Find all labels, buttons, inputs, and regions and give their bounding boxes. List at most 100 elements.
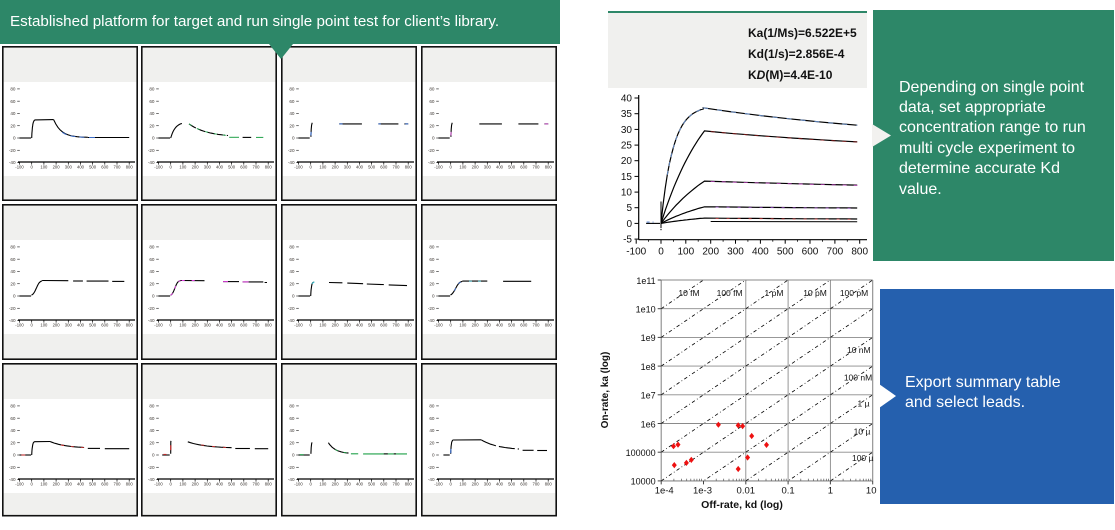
svg-text:-40: -40 [427,160,434,165]
svg-text:80: 80 [289,245,295,250]
svg-text:600: 600 [520,165,528,170]
svg-text:100: 100 [677,247,694,258]
svg-text:0: 0 [152,294,155,299]
svg-text:100: 100 [319,482,327,487]
svg-text:-100: -100 [434,323,443,328]
svg-text:80: 80 [429,404,435,409]
svg-text:300: 300 [483,165,491,170]
svg-text:0: 0 [431,294,434,299]
svg-text:-100: -100 [294,165,303,170]
svg-text:-20: -20 [8,148,15,153]
svg-text:10: 10 [866,485,877,496]
svg-text:-20: -20 [288,306,295,311]
svg-text:600: 600 [101,482,109,487]
svg-text:80: 80 [149,404,155,409]
svg-text:60: 60 [149,257,155,262]
svg-text:40: 40 [149,428,155,433]
svg-text:0: 0 [449,323,452,328]
svg-text:80: 80 [429,87,435,92]
svg-text:0: 0 [449,165,452,170]
svg-text:100: 100 [40,165,48,170]
svg-text:700: 700 [393,165,401,170]
svg-text:100: 100 [40,482,48,487]
svg-text:300: 300 [483,482,491,487]
svg-text:60: 60 [429,257,435,262]
svg-text:-20: -20 [148,465,155,470]
svg-text:20: 20 [10,440,16,445]
svg-text:40: 40 [289,111,295,116]
svg-text:500: 500 [89,482,97,487]
svg-text:600: 600 [240,482,248,487]
svg-text:10 pM: 10 pM [803,288,827,298]
svg-text:0: 0 [292,136,295,141]
svg-text:-20: -20 [288,148,295,153]
svg-text:60: 60 [10,416,16,421]
svg-text:1e11: 1e11 [636,276,655,286]
svg-text:300: 300 [727,247,744,258]
svg-text:400: 400 [752,247,769,258]
svg-text:800: 800 [125,165,133,170]
svg-text:60: 60 [429,99,435,104]
svg-text:80: 80 [149,87,155,92]
svg-text:-100: -100 [434,165,443,170]
svg-text:20: 20 [429,281,435,286]
svg-text:600: 600 [802,247,819,258]
svg-text:60: 60 [289,99,295,104]
svg-text:-100: -100 [294,482,303,487]
svg-text:-40: -40 [288,477,295,482]
svg-text:700: 700 [393,323,401,328]
svg-text:800: 800 [405,482,413,487]
svg-text:500: 500 [777,247,794,258]
svg-text:-20: -20 [427,465,434,470]
svg-text:-40: -40 [288,318,295,323]
svg-text:400: 400 [77,482,85,487]
svg-text:-20: -20 [288,465,295,470]
svg-text:200: 200 [192,323,200,328]
svg-text:1 µ: 1 µ [858,398,870,408]
svg-text:100 µ: 100 µ [852,453,874,463]
svg-text:400: 400 [496,482,504,487]
svg-text:10 fM: 10 fM [678,288,699,298]
svg-text:-20: -20 [8,465,15,470]
svg-text:-40: -40 [148,160,155,165]
svg-text:0: 0 [292,453,295,458]
svg-text:60: 60 [289,257,295,262]
svg-text:0: 0 [12,294,15,299]
svg-text:0: 0 [12,453,15,458]
svg-text:1e-3: 1e-3 [693,485,712,496]
svg-text:-40: -40 [148,318,155,323]
svg-text:100000: 100000 [626,448,656,458]
svg-text:700: 700 [532,165,540,170]
svg-text:500: 500 [228,323,236,328]
svg-text:100 fM: 100 fM [717,288,743,298]
svg-text:0: 0 [170,323,173,328]
svg-text:800: 800 [851,247,868,258]
svg-text:700: 700 [113,323,121,328]
svg-text:80: 80 [10,245,16,250]
svg-text:800: 800 [544,165,552,170]
svg-text:100: 100 [319,165,327,170]
svg-text:0: 0 [310,165,313,170]
svg-text:0: 0 [170,482,173,487]
svg-text:100: 100 [459,323,467,328]
svg-text:-100: -100 [154,482,163,487]
svg-text:200: 200 [471,482,479,487]
svg-text:0: 0 [30,165,33,170]
svg-text:10 µ: 10 µ [854,427,871,437]
svg-text:-100: -100 [15,323,24,328]
svg-text:20: 20 [10,123,16,128]
svg-text:10 nM: 10 nM [847,345,871,355]
svg-text:1: 1 [828,485,833,496]
svg-text:500: 500 [89,165,97,170]
svg-text:300: 300 [64,323,72,328]
svg-text:300: 300 [483,323,491,328]
svg-text:400: 400 [216,482,224,487]
svg-text:700: 700 [253,323,261,328]
svg-text:100: 100 [319,323,327,328]
svg-text:-100: -100 [626,247,646,258]
svg-text:20: 20 [149,123,155,128]
svg-text:500: 500 [368,165,376,170]
svg-text:40: 40 [429,269,435,274]
svg-text:-40: -40 [148,477,155,482]
svg-text:0: 0 [152,136,155,141]
